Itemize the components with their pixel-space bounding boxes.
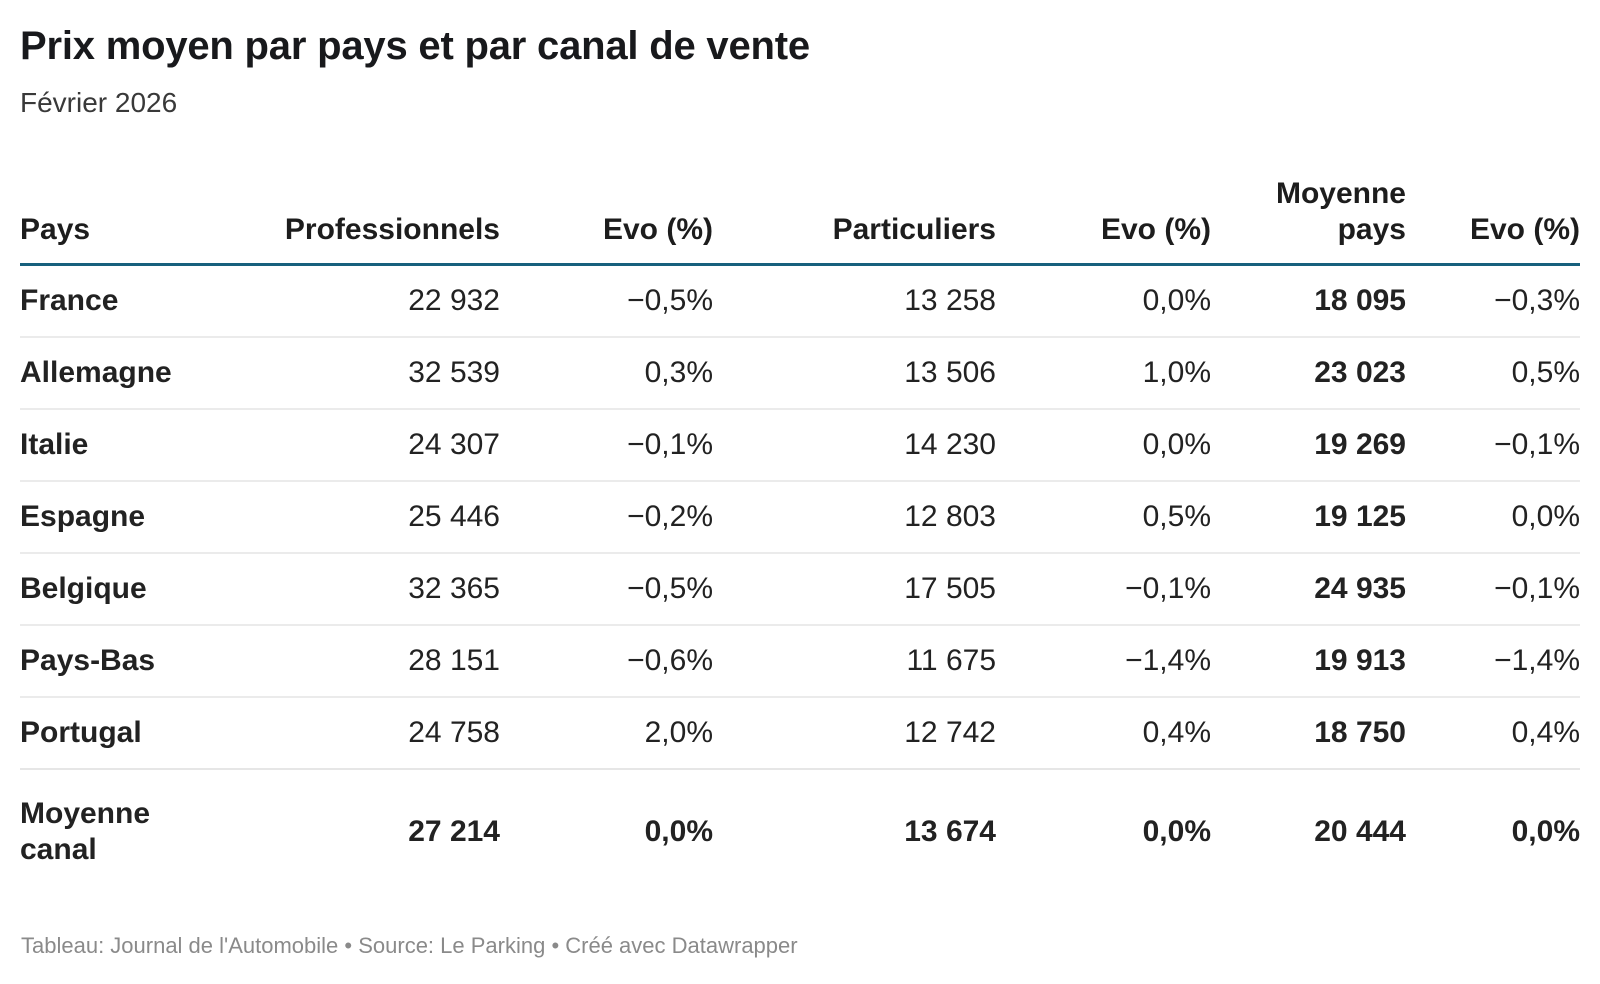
table-summary-row-moyenne-canal: Moyenne canal 27 214 0,0% 13 674 0,0% 20… xyxy=(20,769,1580,894)
moyenne-pays-cell: 18 750 xyxy=(1314,716,1406,749)
evo-moyenne-cell: 0,5% xyxy=(1511,356,1580,389)
evo-particuliers-cell: −1,4% xyxy=(1125,644,1211,677)
particuliers-cell: 17 505 xyxy=(904,572,996,605)
moyenne-pays-cell: 23 023 xyxy=(1314,356,1406,389)
evo-professionnels-cell: 2,0% xyxy=(644,716,713,749)
particuliers-cell: 11 675 xyxy=(906,644,996,677)
moyenne-pays-cell: 20 444 xyxy=(1314,815,1406,848)
particuliers-cell: 13 506 xyxy=(904,356,996,389)
evo-particuliers-cell: −0,1% xyxy=(1125,572,1211,605)
particuliers-cell: 12 742 xyxy=(904,716,996,749)
moyenne-pays-cell: 24 935 xyxy=(1314,572,1406,605)
column-header-particuliers: Particuliers xyxy=(832,213,996,246)
table-row-italie: Italie 24 307 −0,1% 14 230 0,0% 19 269 −… xyxy=(20,409,1580,481)
page-subtitle: Février 2026 xyxy=(20,87,178,118)
professionnels-cell: 24 307 xyxy=(408,428,500,461)
moyenne-pays-cell: 19 913 xyxy=(1314,644,1406,677)
page-title: Prix moyen par pays et par canal de vent… xyxy=(20,24,810,68)
evo-professionnels-cell: −0,5% xyxy=(627,284,713,317)
evo-moyenne-cell: 0,4% xyxy=(1511,716,1580,749)
evo-professionnels-cell: −0,6% xyxy=(627,644,713,677)
particuliers-cell: 12 803 xyxy=(904,500,996,533)
evo-moyenne-cell: −0,3% xyxy=(1494,284,1580,317)
evo-professionnels-cell: −0,2% xyxy=(627,500,713,533)
price-by-country-table: Pays Professionnels Evo (%) Particuliers… xyxy=(20,120,1580,894)
evo-professionnels-cell: −0,1% xyxy=(627,428,713,461)
professionnels-cell: 32 539 xyxy=(408,356,500,389)
professionnels-cell: 22 932 xyxy=(408,284,500,317)
professionnels-cell: 32 365 xyxy=(408,572,500,605)
table-row-espagne: Espagne 25 446 −0,2% 12 803 0,5% 19 125 … xyxy=(20,481,1580,553)
attribution-footer: Tableau: Journal de l'Automobile • Sourc… xyxy=(21,933,798,958)
moyenne-pays-cell: 19 125 xyxy=(1314,500,1406,533)
moyenne-pays-cell: 19 269 xyxy=(1314,428,1406,461)
particuliers-cell: 13 674 xyxy=(904,815,996,848)
evo-professionnels-cell: 0,0% xyxy=(644,815,713,848)
column-header-evo-professionnels: Evo (%) xyxy=(602,213,713,246)
table-row-allemagne: Allemagne 32 539 0,3% 13 506 1,0% 23 023… xyxy=(20,337,1580,409)
evo-particuliers-cell: 0,0% xyxy=(1142,284,1211,317)
evo-moyenne-cell: −0,1% xyxy=(1494,428,1580,461)
evo-moyenne-cell: 0,0% xyxy=(1511,500,1580,533)
table-row-belgique: Belgique 32 365 −0,5% 17 505 −0,1% 24 93… xyxy=(20,553,1580,625)
evo-professionnels-cell: 0,3% xyxy=(644,356,713,389)
column-header-evo-particuliers: Evo (%) xyxy=(1100,213,1211,246)
country-cell: Belgique xyxy=(20,572,147,605)
summary-label-cell: Moyenne canal xyxy=(20,797,151,866)
table-row-portugal: Portugal 24 758 2,0% 12 742 0,4% 18 750 … xyxy=(20,697,1580,769)
evo-particuliers-cell: 0,0% xyxy=(1142,428,1211,461)
country-cell: Allemagne xyxy=(20,356,172,389)
professionnels-cell: 27 214 xyxy=(408,815,500,848)
table-row-pays-bas: Pays-Bas 28 151 −0,6% 11 675 −1,4% 19 91… xyxy=(20,625,1580,697)
professionnels-cell: 24 758 xyxy=(408,716,500,749)
column-header-professionnels: Professionnels xyxy=(284,213,500,246)
professionnels-cell: 25 446 xyxy=(408,500,500,533)
country-cell: France xyxy=(20,284,119,317)
evo-moyenne-cell: 0,0% xyxy=(1511,815,1580,848)
country-cell: Portugal xyxy=(20,716,142,749)
table-row-france: France 22 932 −0,5% 13 258 0,0% 18 095 −… xyxy=(20,265,1580,338)
country-cell: Pays-Bas xyxy=(20,644,156,677)
evo-moyenne-cell: −0,1% xyxy=(1494,572,1580,605)
column-header-pays: Pays xyxy=(20,213,91,246)
evo-particuliers-cell: 0,0% xyxy=(1142,815,1211,848)
evo-particuliers-cell: 1,0% xyxy=(1142,356,1211,389)
evo-particuliers-cell: 0,5% xyxy=(1142,500,1211,533)
country-cell: Espagne xyxy=(20,500,146,533)
country-cell: Italie xyxy=(20,428,89,461)
evo-moyenne-cell: −1,4% xyxy=(1494,644,1580,677)
table-header-row: Pays Professionnels Evo (%) Particuliers… xyxy=(20,120,1580,265)
particuliers-cell: 13 258 xyxy=(904,284,996,317)
moyenne-pays-cell: 18 095 xyxy=(1314,284,1406,317)
professionnels-cell: 28 151 xyxy=(408,644,500,677)
evo-particuliers-cell: 0,4% xyxy=(1142,716,1211,749)
particuliers-cell: 14 230 xyxy=(904,428,996,461)
column-header-moyenne-pays: Moyenne pays xyxy=(1275,177,1406,246)
column-header-evo-moyenne: Evo (%) xyxy=(1469,213,1580,246)
evo-professionnels-cell: −0,5% xyxy=(627,572,713,605)
